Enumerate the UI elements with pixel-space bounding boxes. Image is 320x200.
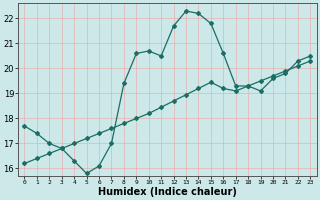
X-axis label: Humidex (Indice chaleur): Humidex (Indice chaleur) — [98, 187, 237, 197]
